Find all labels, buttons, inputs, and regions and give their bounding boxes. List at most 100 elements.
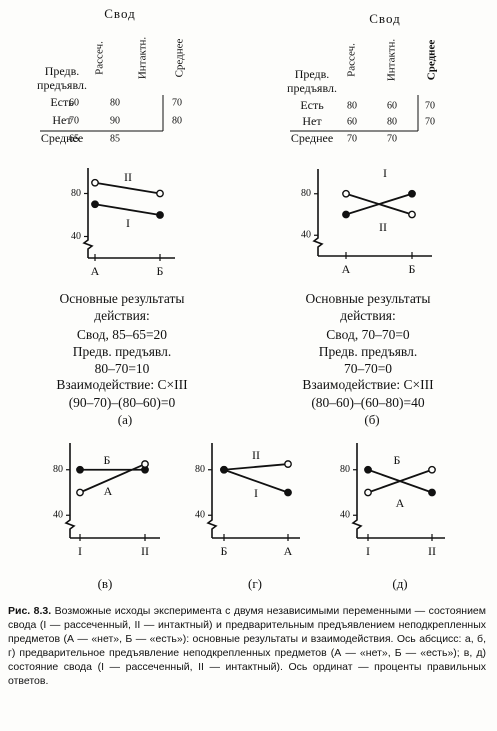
series-label: II [124, 170, 132, 184]
result-line: Основные результаты [60, 291, 185, 306]
series-line [79, 463, 146, 494]
x-tick-label: А [284, 544, 293, 558]
data-point [284, 488, 292, 497]
series-line [94, 203, 161, 216]
data-point [156, 189, 164, 198]
row-label: Среднее [291, 131, 333, 145]
data-point [156, 211, 164, 219]
y-tick-label: 40 [53, 510, 63, 521]
cell: 80 [172, 115, 182, 126]
cell: 70 [172, 97, 182, 108]
row-label: Нет [52, 113, 72, 127]
data-point [220, 465, 228, 474]
result-line: Основные результаты [306, 291, 431, 306]
data-point [76, 488, 84, 497]
row-label: Среднее [41, 131, 83, 145]
figure: Свод Рассеч. Интактн. Среднее Предв.предъявл… [37, 6, 445, 591]
column-header: Рассеч. [94, 41, 106, 75]
panel-label: (б) [364, 412, 379, 427]
y-axis [351, 443, 363, 538]
row-header: Предв. [45, 64, 80, 78]
x-tick-label: А [91, 264, 100, 278]
x-tick-label: I [78, 544, 82, 558]
cell: 70 [425, 100, 435, 111]
series-label: А [396, 496, 405, 510]
series-line [345, 192, 413, 216]
cell: 90 [110, 115, 120, 126]
caption-text: Возможные исходы эксперимента с двумя не… [8, 605, 486, 687]
row-label: Есть [300, 98, 324, 112]
table-header: Свод [369, 11, 400, 26]
series-line [223, 463, 289, 471]
cell: 70 [425, 116, 435, 127]
series-label: I [383, 166, 387, 180]
x-tick-label: Б [409, 262, 416, 276]
column-header: Рассеч. [346, 43, 358, 77]
cell: 70 [69, 115, 79, 126]
result-line: Взаимодействие: С×III [302, 377, 434, 392]
data-point [91, 178, 99, 187]
row-label: Нет [302, 114, 322, 128]
panel-label: (д) [392, 576, 407, 591]
series-label: I [254, 486, 258, 500]
result-line: Предв. предъявл. [319, 344, 417, 359]
series-label: II [379, 220, 387, 234]
data-point [364, 465, 372, 474]
cell: 80 [110, 97, 120, 108]
column-header: Интактн. [386, 39, 398, 82]
cell: 85 [110, 133, 120, 144]
y-tick-label: 40 [340, 510, 350, 521]
row-label: Есть [50, 95, 74, 109]
column-header: Среднее [426, 40, 438, 81]
cell: 60 [69, 97, 79, 108]
y-tick-label: 80 [301, 188, 311, 199]
result-line: Свод, 85–65=20 [77, 327, 167, 342]
data-point [141, 460, 149, 468]
series-label: Б [104, 453, 111, 467]
result-line: Предв. предъявл. [73, 344, 171, 359]
result-line: (80–60)–(60–80)=40 [311, 395, 425, 410]
y-axis [312, 169, 324, 256]
caption: Рис. 8.3. Возможные исходы эксперимента … [8, 604, 486, 688]
y-tick-label: 80 [340, 464, 350, 475]
panel-label: (а) [118, 412, 132, 427]
y-tick-label: 40 [195, 510, 205, 521]
y-tick-label: 40 [301, 230, 311, 241]
result-line: действия: [340, 308, 396, 323]
result-line: (90–70)–(80–60)=0 [69, 395, 176, 410]
cell: 80 [387, 116, 397, 127]
y-tick-label: 40 [71, 231, 81, 242]
result-line: 80–70=10 [95, 361, 150, 376]
series-label: Б [394, 453, 401, 467]
series-line [223, 468, 289, 494]
data-point [342, 189, 350, 198]
row-header: предъявл. [37, 78, 87, 92]
x-tick-label: Б [221, 544, 228, 558]
series-line [367, 468, 433, 494]
result-line: действия: [94, 308, 150, 323]
result-line: Свод, 70–70=0 [326, 327, 410, 342]
x-tick-label: Б [157, 264, 164, 278]
y-axis [206, 443, 218, 538]
data-point [342, 210, 350, 219]
y-tick-label: 80 [71, 188, 81, 199]
result-line: 70–70=0 [344, 361, 392, 376]
cell: 60 [387, 100, 397, 111]
cell: 65 [69, 133, 79, 144]
y-tick-label: 80 [195, 464, 205, 475]
result-line: Взаимодействие: С×III [56, 377, 188, 392]
data-point [91, 200, 99, 209]
x-tick-label: II [428, 544, 436, 558]
column-header: Интактн. [137, 37, 149, 80]
series-label: II [252, 448, 260, 462]
data-point [76, 465, 84, 474]
table-header: Свод [104, 6, 135, 21]
x-tick-label: А [342, 262, 351, 276]
data-point [428, 465, 436, 474]
cell: 70 [387, 133, 397, 144]
x-tick-label: II [141, 544, 149, 558]
y-tick-label: 80 [53, 464, 63, 475]
series-label: I [126, 216, 130, 230]
cell: 80 [347, 100, 357, 111]
